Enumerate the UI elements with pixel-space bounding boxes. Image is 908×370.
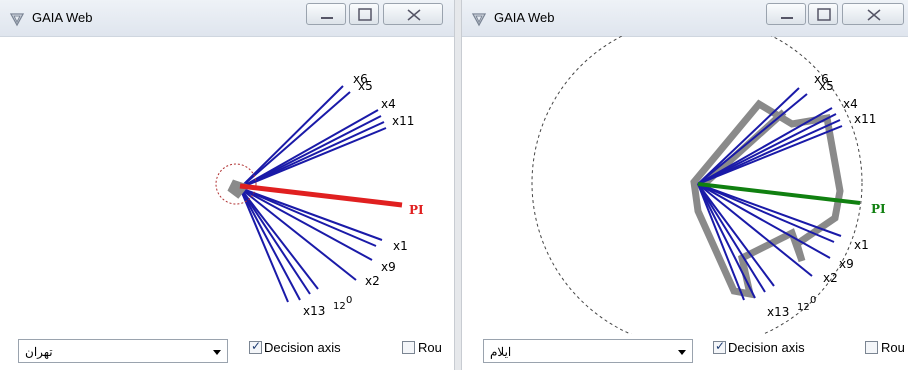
criterion-axis-x11-a xyxy=(239,121,385,189)
close-button[interactable] xyxy=(842,3,904,25)
decision-axis-label: Decision axis xyxy=(728,340,805,355)
maximize-icon xyxy=(358,8,372,21)
maximize-button[interactable] xyxy=(349,3,379,25)
criterion-axis-x13-a xyxy=(239,187,319,290)
axis-label-x5: x5 xyxy=(358,79,373,93)
alternatives-polygon xyxy=(690,99,844,299)
criterion-axis-x4-b xyxy=(239,115,382,189)
criterion-axis-x6 xyxy=(697,87,800,185)
criterion-axis-x11-b xyxy=(239,127,387,189)
checkmark-icon: ✓ xyxy=(715,339,726,353)
criterion-axis-x2 xyxy=(697,183,813,277)
criterion-axis-x9 xyxy=(697,183,831,259)
axis-label-x11: x11 xyxy=(854,112,876,126)
criterion-axis-x1 xyxy=(697,183,842,237)
decision-axis-checkbox[interactable]: ✓ xyxy=(713,339,726,354)
criterion-axis-x12 xyxy=(697,183,756,299)
criterion-axis-x10 xyxy=(239,187,289,303)
pi-label: PI xyxy=(409,203,424,217)
criterion-axis-x5 xyxy=(697,93,808,185)
checkmark-icon: ✓ xyxy=(251,339,262,353)
criterion-axis-x4-b xyxy=(697,113,837,185)
axis-label-x1: x1 xyxy=(854,238,869,252)
region-dropdown[interactable]: ایلام xyxy=(483,339,693,363)
criterion-axis-x10 xyxy=(697,183,745,301)
close-icon xyxy=(867,9,881,21)
axis-label-x1: x1 xyxy=(393,239,408,253)
title-bar[interactable]: GAIA Web xyxy=(0,0,454,37)
criterion-axis-x4-a xyxy=(239,109,379,189)
decision-axis-checkbox[interactable]: ✓ xyxy=(249,339,262,354)
criterion-axis-x11-a xyxy=(697,119,841,185)
axis-label-x2: x2 xyxy=(823,271,838,285)
projection-circle xyxy=(215,163,257,205)
window-title: GAIA Web xyxy=(494,10,555,25)
gaia-app-icon xyxy=(9,13,25,27)
decision-axis-pi xyxy=(239,183,403,208)
axis-label-0: 0 xyxy=(810,295,816,306)
window-gap xyxy=(455,0,461,370)
axis-label-12: 12 xyxy=(797,302,810,313)
criterion-axis-x12 xyxy=(239,187,301,301)
criterion-axis-x1 xyxy=(239,187,383,241)
maximize-button[interactable] xyxy=(808,3,838,25)
criterion-axis-x1-b xyxy=(697,183,835,243)
minimize-button[interactable] xyxy=(306,3,346,25)
minimize-icon xyxy=(781,17,793,19)
gaia-window-left: GAIA Web PI xyxy=(0,0,455,370)
axis-label-x4: x4 xyxy=(381,97,396,111)
criterion-axis-x5 xyxy=(239,91,351,189)
close-icon xyxy=(407,9,421,21)
region-dropdown-value: ایلام xyxy=(490,345,512,359)
round-checkbox[interactable] xyxy=(402,341,415,354)
gaia-app-icon xyxy=(471,13,487,27)
axis-label-12: 12 xyxy=(333,301,346,312)
pi-label: PI xyxy=(871,202,886,216)
criterion-axis-x13-b xyxy=(697,183,766,293)
round-label: Rou xyxy=(418,340,442,355)
chevron-down-icon xyxy=(678,350,686,355)
criterion-axis-x6 xyxy=(239,85,344,189)
criterion-axis-x4-a xyxy=(697,107,833,185)
criterion-axis-x2 xyxy=(239,187,357,281)
criteria-axes xyxy=(697,87,843,301)
axis-label-x9: x9 xyxy=(381,260,396,274)
criterion-axis-x13-a xyxy=(697,183,775,287)
region-dropdown-value: تهران xyxy=(25,345,53,359)
axis-label-x11: x11 xyxy=(392,114,414,128)
minimize-icon xyxy=(321,17,333,19)
axis-label-x13: x13 xyxy=(303,304,325,318)
criteria-axes xyxy=(239,85,387,303)
window-title: GAIA Web xyxy=(32,10,93,25)
criterion-axis-x1-b xyxy=(239,187,377,247)
chevron-down-icon xyxy=(213,350,221,355)
decision-axis-pi xyxy=(697,182,861,205)
close-button[interactable] xyxy=(383,3,443,25)
criterion-axis-x9 xyxy=(239,187,373,261)
gaia-plane-plot: PI x6 x5 x4 x11 x1 x9 x2 x13 12 0 xyxy=(215,72,424,318)
axis-label-x2: x2 xyxy=(365,274,380,288)
region-dropdown[interactable]: تهران xyxy=(18,339,228,363)
criterion-axis-x13-b xyxy=(239,187,311,295)
gaia-window-right: GAIA Web P xyxy=(461,0,908,370)
axis-label-x5: x5 xyxy=(819,79,834,93)
axis-label-x4: x4 xyxy=(843,97,858,111)
minimize-button[interactable] xyxy=(766,3,806,25)
projection-circle xyxy=(531,36,863,334)
criterion-axis-x11-b xyxy=(697,125,843,185)
axis-label-x6: x6 xyxy=(353,72,368,86)
axis-label-x6: x6 xyxy=(814,72,829,86)
axis-label-x9: x9 xyxy=(839,257,854,271)
maximize-icon xyxy=(817,8,831,21)
axis-label-0: 0 xyxy=(346,295,352,306)
round-checkbox[interactable] xyxy=(865,341,878,354)
gaia-plane-plot: PI x6 x5 x4 x11 x1 x9 x2 x13 12 0 xyxy=(531,36,886,334)
round-label: Rou xyxy=(881,340,905,355)
title-bar[interactable]: GAIA Web xyxy=(462,0,908,37)
axis-label-x13: x13 xyxy=(767,305,789,319)
decision-axis-label: Decision axis xyxy=(264,340,341,355)
